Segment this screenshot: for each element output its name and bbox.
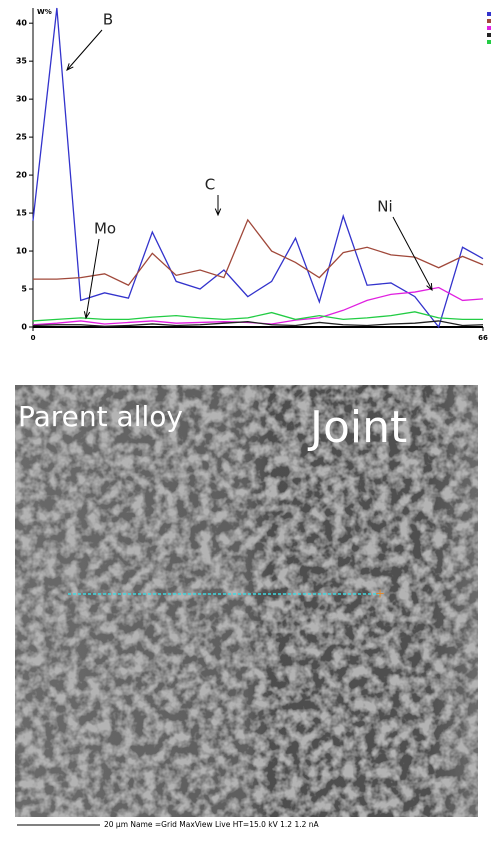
series-line (33, 312, 483, 321)
annotation: Mo (94, 220, 116, 238)
y-tick-label: 35 (16, 57, 28, 66)
region-label: Parent alloy (18, 400, 183, 433)
annotation-arrow (393, 217, 432, 290)
legend-swatch (487, 12, 491, 16)
annotation: B (103, 11, 113, 29)
region-label: Joint (307, 402, 407, 453)
y-tick-label: 25 (16, 133, 28, 142)
sem-image (15, 385, 478, 817)
y-axis-label: W% (37, 8, 52, 16)
y-tick-label: 10 (16, 247, 28, 256)
y-tick-label: 5 (21, 285, 27, 294)
page: + Parent alloy Joint 20 µm Name =Grid Ma… (0, 0, 493, 844)
legend-swatch (487, 33, 491, 37)
legend-swatch (487, 26, 491, 30)
footer: 20 µm Name =Grid MaxView Live HT=15.0 kV… (104, 820, 320, 829)
annotation: C (205, 176, 215, 194)
legend-swatch (487, 19, 491, 23)
y-tick-label: 40 (16, 19, 28, 28)
legend-swatch (487, 40, 491, 44)
y-tick-label: 0 (21, 323, 27, 332)
annotation-arrow (86, 239, 99, 318)
x-tick-label: 0 (31, 334, 36, 342)
y-tick-label: 20 (16, 171, 28, 180)
scan-end: + (375, 587, 385, 601)
series-line (33, 8, 483, 327)
annotation: Ni (377, 198, 392, 216)
y-tick-label: 15 (16, 209, 28, 218)
annotation-arrow (67, 30, 102, 70)
y-tick-label: 30 (16, 95, 28, 104)
x-tick-label: 66 (478, 334, 488, 342)
